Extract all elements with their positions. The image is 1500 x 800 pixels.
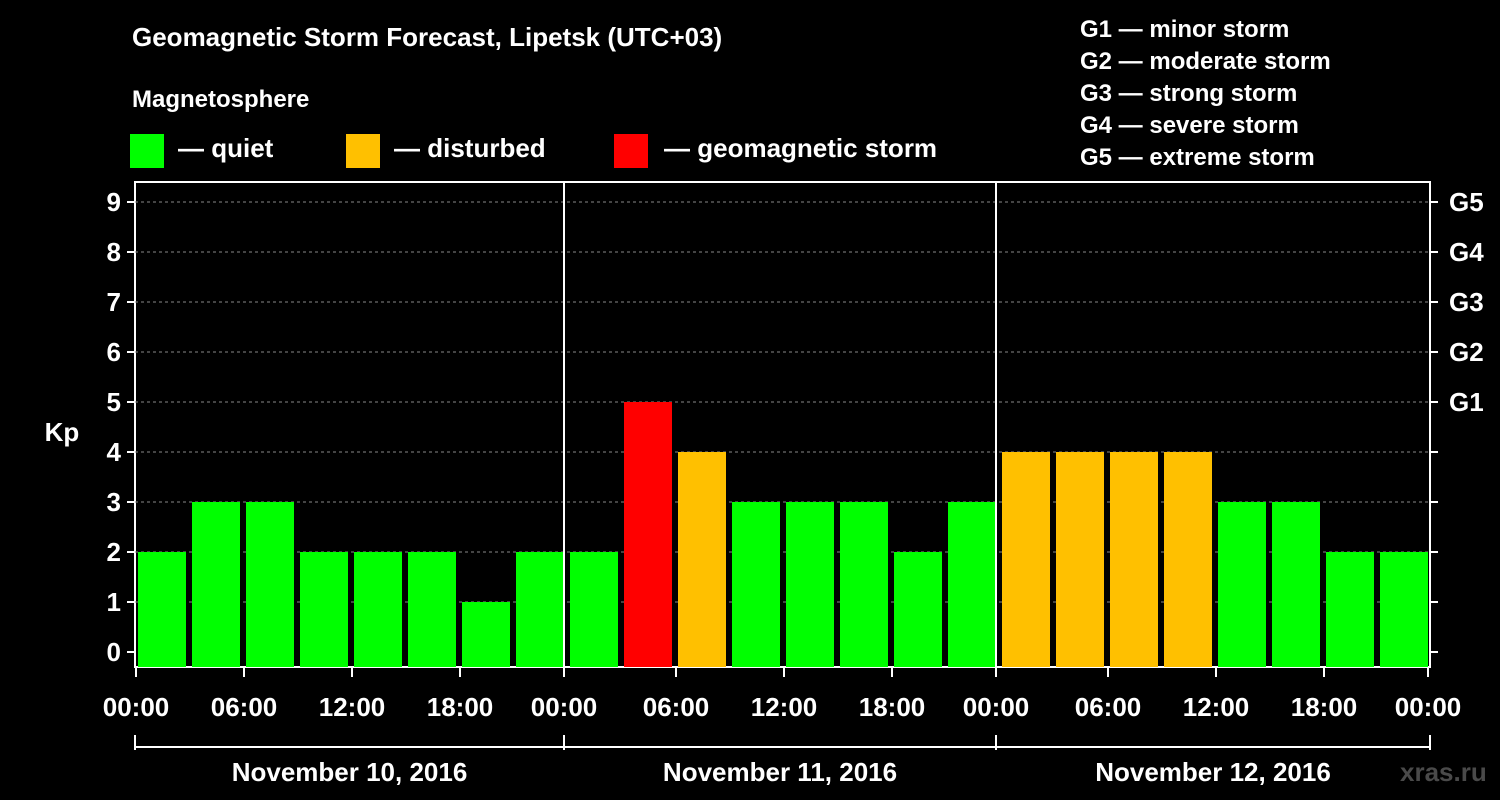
kp-bar — [840, 502, 888, 667]
y-tick-label: 1 — [107, 587, 121, 617]
kp-bar — [1002, 452, 1050, 667]
x-tick-label: 12:00 — [319, 692, 386, 722]
day-label: November 11, 2016 — [663, 757, 897, 787]
storm-scale-g1: G1 — minor storm — [1080, 16, 1290, 43]
x-tick-label: 00:00 — [1395, 692, 1462, 722]
legend-storm-swatch — [614, 134, 648, 168]
y-tick-label: 3 — [107, 487, 121, 517]
kp-bar — [246, 502, 294, 667]
storm-scale-g3: G3 — strong storm — [1080, 80, 1298, 107]
kp-bar — [408, 552, 456, 667]
x-tick-label: 00:00 — [531, 692, 598, 722]
kp-bar — [516, 552, 564, 667]
kp-bar — [1218, 502, 1266, 667]
x-tick-label: 12:00 — [751, 692, 818, 722]
kp-bar — [354, 552, 402, 667]
chart-title: Geomagnetic Storm Forecast, Lipetsk (UTC… — [132, 22, 723, 52]
y-tick-label: 9 — [107, 187, 121, 217]
legend-quiet-label: — quiet — [178, 133, 274, 163]
kp-bar — [138, 552, 186, 667]
kp-bar — [1110, 452, 1158, 667]
x-tick-label: 06:00 — [643, 692, 710, 722]
kp-bar — [192, 502, 240, 667]
kp-bar — [678, 452, 726, 667]
right-axis-label-g1: G1 — [1449, 387, 1484, 417]
x-tick-label: 12:00 — [1183, 692, 1250, 722]
kp-bar — [786, 502, 834, 667]
x-tick-label: 18:00 — [427, 692, 494, 722]
kp-bar — [570, 552, 618, 667]
y-axis-title: Kp — [45, 417, 80, 447]
magnetosphere-label: Magnetosphere — [132, 86, 310, 113]
x-tick-label: 18:00 — [859, 692, 926, 722]
y-tick-label: 4 — [107, 437, 122, 467]
y-tick-label: 5 — [107, 387, 121, 417]
kp-bar — [462, 602, 510, 667]
x-tick-label: 06:00 — [1075, 692, 1142, 722]
kp-bar — [948, 502, 996, 667]
kp-bar — [624, 402, 672, 667]
storm-scale-legend: G1 — minor storm G2 — moderate storm G3 … — [1080, 14, 1331, 174]
y-tick-label: 2 — [107, 537, 121, 567]
legend-disturbed-label: — disturbed — [394, 133, 546, 163]
kp-bar — [894, 552, 942, 667]
kp-bar — [1326, 552, 1374, 667]
y-tick-label: 7 — [107, 287, 121, 317]
watermark: xras.ru — [1400, 757, 1487, 787]
y-tick-label: 8 — [107, 237, 121, 267]
legend-storm-label: — geomagnetic storm — [664, 133, 938, 163]
kp-bar — [732, 502, 780, 667]
right-axis-label-g4: G4 — [1449, 237, 1484, 267]
storm-scale-g4: G4 — severe storm — [1080, 112, 1299, 139]
storm-scale-g5: G5 — extreme storm — [1080, 144, 1315, 171]
x-tick-label: 00:00 — [103, 692, 170, 722]
right-axis-label-g5: G5 — [1449, 187, 1484, 217]
day-label: November 10, 2016 — [232, 757, 468, 787]
legend-quiet-swatch — [130, 134, 164, 168]
kp-bar — [1056, 452, 1104, 667]
right-axis-label-g3: G3 — [1449, 287, 1484, 317]
x-tick-label: 00:00 — [963, 692, 1030, 722]
legend-disturbed-swatch — [346, 134, 380, 168]
right-axis-label-g2: G2 — [1449, 337, 1484, 367]
kp-bar — [300, 552, 348, 667]
storm-scale-g2: G2 — moderate storm — [1080, 48, 1331, 75]
day-label: November 12, 2016 — [1095, 757, 1331, 787]
x-tick-label: 06:00 — [211, 692, 278, 722]
y-tick-label: 0 — [107, 637, 121, 667]
kp-bar — [1164, 452, 1212, 667]
kp-bar — [1272, 502, 1320, 667]
y-tick-label: 6 — [107, 337, 121, 367]
kp-bar — [1380, 552, 1428, 667]
plot-frame — [134, 181, 1431, 668]
x-tick-label: 18:00 — [1291, 692, 1358, 722]
